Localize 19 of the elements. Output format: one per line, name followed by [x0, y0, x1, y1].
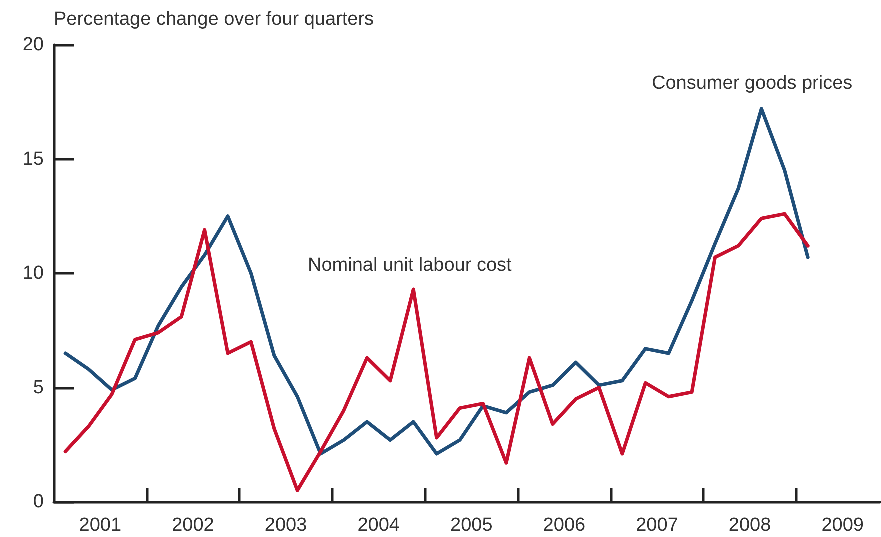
y-tick-label: 0 [33, 492, 44, 512]
series-label: Consumer goods prices [652, 73, 853, 94]
x-tick-label: 2004 [358, 515, 400, 536]
x-tick-label: 2009 [822, 515, 864, 536]
y-tick-label: 20 [22, 34, 44, 56]
y-axis-title: Percentage change over four quarters [54, 9, 374, 30]
series-label: Nominal unit labour cost [308, 255, 513, 276]
x-tick-label: 2002 [172, 515, 214, 536]
x-tick-label: 2003 [264, 515, 308, 536]
y-tick-label: 15 [22, 148, 44, 170]
line-series [64, 107, 810, 456]
y-tick-label: 5 [33, 377, 44, 398]
line-series [64, 212, 810, 492]
x-tick-label: 2006 [543, 515, 586, 536]
y-tick-label: 10 [22, 263, 44, 284]
x-tick-label: 2005 [450, 515, 493, 536]
x-tick-label: 2007 [636, 515, 678, 536]
x-tick-label: 2001 [79, 515, 122, 536]
x-tick-label: 2008 [728, 515, 772, 536]
